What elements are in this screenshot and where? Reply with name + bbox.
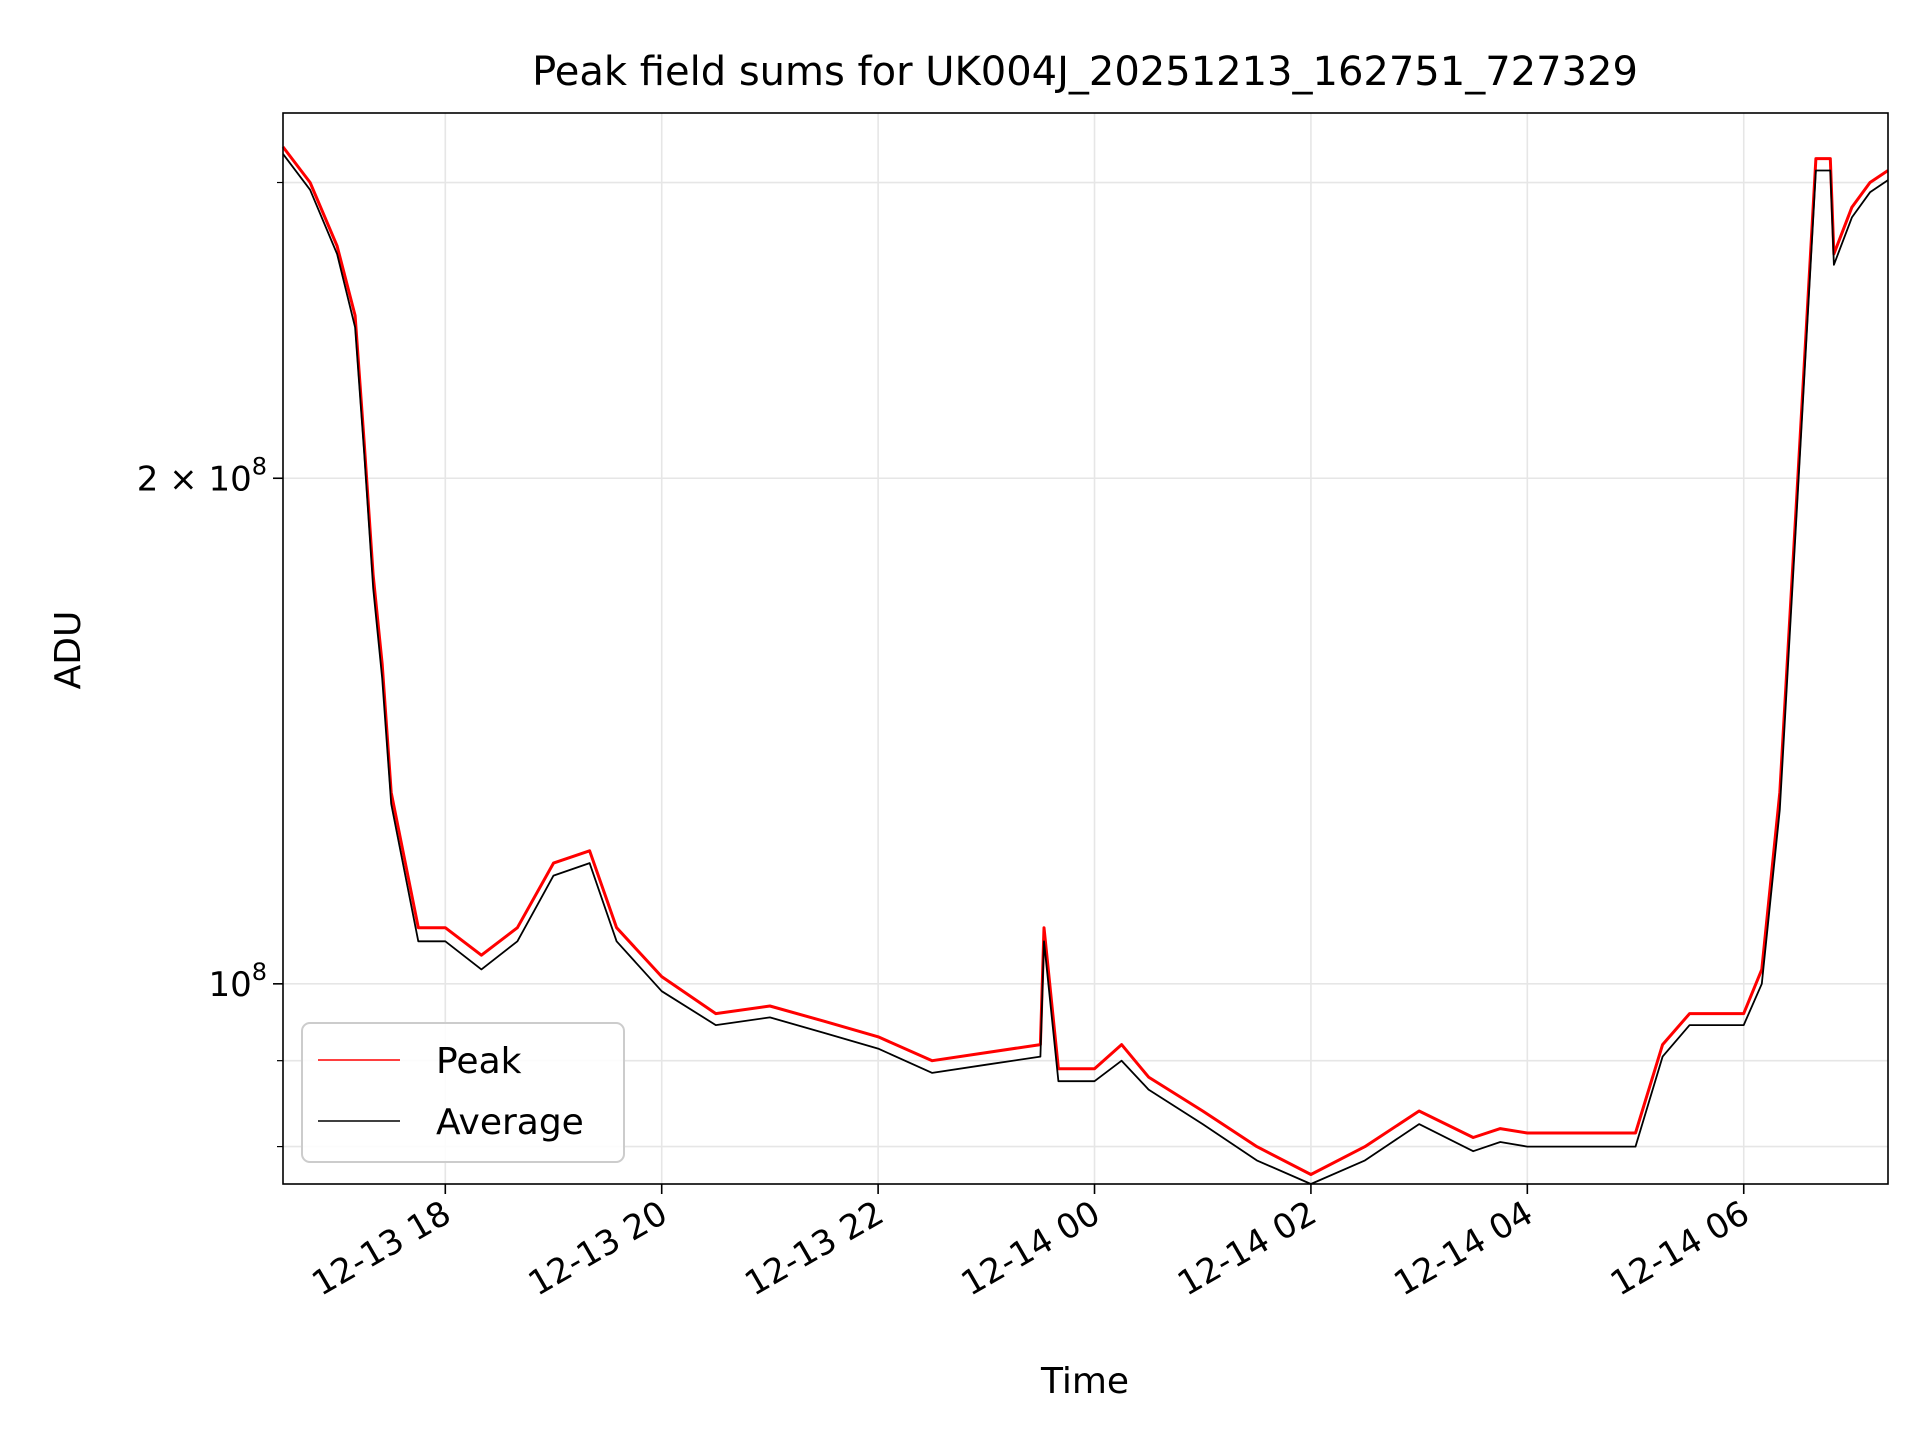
plot-frame xyxy=(282,112,1889,1185)
legend-box xyxy=(301,1022,625,1163)
y-tick-label: 2 × 108 xyxy=(137,452,267,499)
legend: Peak Average xyxy=(301,1022,625,1163)
chart-title: Peak field sums for UK004J_20251213_1627… xyxy=(532,49,1638,95)
legend-label-average: Average xyxy=(436,1102,584,1143)
series-line-average xyxy=(282,153,1889,1185)
legend-label-peak: Peak xyxy=(436,1041,522,1082)
y-axis-label: ADU xyxy=(48,611,89,690)
x-axis-label: Time xyxy=(1040,1361,1129,1402)
series-line-peak xyxy=(281,145,1889,1176)
y-tick-label: 108 xyxy=(208,958,267,1005)
plot-area xyxy=(281,145,1889,1185)
